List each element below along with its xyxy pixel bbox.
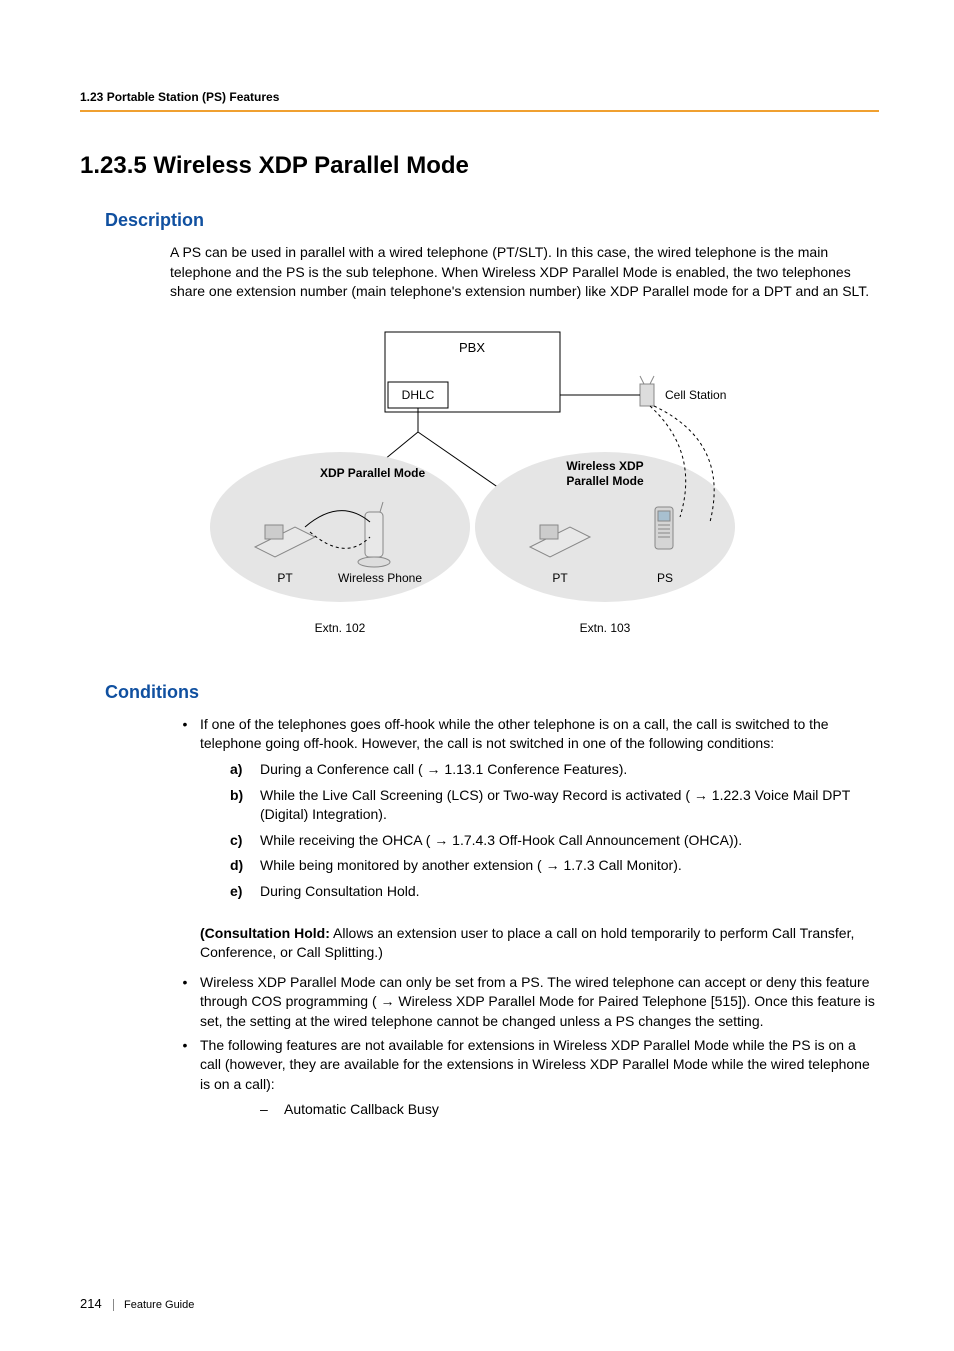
pt-label-left: PT [277, 571, 293, 585]
xdp-mode-label: XDP Parallel Mode [320, 466, 425, 480]
sub-a-text: During a Conference call ( → 1.13.1 Conf… [260, 760, 627, 780]
wireless-phone-label: Wireless Phone [337, 571, 421, 585]
condition-bullet-1: If one of the telephones goes off-hook w… [200, 716, 829, 752]
sub-b-text: While the Live Call Screening (LCS) or T… [260, 786, 879, 825]
condition-bullet-2: Wireless XDP Parallel Mode can only be s… [200, 973, 879, 1032]
bullet-icon: • [170, 715, 200, 908]
header-section-ref: 1.23 Portable Station (PS) Features [80, 90, 879, 112]
dash-icon: – [260, 1100, 284, 1120]
bullet-icon: • [170, 1036, 200, 1124]
bullet-icon: • [170, 973, 200, 1032]
sub-c-text: While receiving the OHCA ( → 1.7.4.3 Off… [260, 831, 742, 851]
ps-label: PS [656, 571, 672, 585]
dash-item-1: Automatic Callback Busy [284, 1100, 439, 1120]
sub-letter-d: d) [230, 856, 260, 876]
diagram: PBX DHLC Cell Station XDP Parallel Mode … [80, 322, 879, 652]
sub-e-text: During Consultation Hold. [260, 882, 420, 902]
sub-letter-a: a) [230, 760, 260, 780]
pt-label-right: PT [552, 571, 568, 585]
cell-station-label: Cell Station [665, 388, 726, 402]
sub-letter-c: c) [230, 831, 260, 851]
consultation-bold: (Consultation Hold: [200, 925, 330, 941]
consultation-note: (Consultation Hold: Allows an extension … [200, 924, 879, 963]
page-number: 214 [80, 1296, 102, 1311]
section-title: 1.23.5 Wireless XDP Parallel Mode [80, 152, 879, 180]
description-text: A PS can be used in parallel with a wire… [170, 243, 879, 302]
page-footer: 214 Feature Guide [80, 1296, 194, 1311]
sub-letter-b: b) [230, 786, 260, 825]
footer-guide: Feature Guide [113, 1299, 194, 1311]
extn-right: Extn. 103 [579, 621, 630, 635]
sub-letter-e: e) [230, 882, 260, 902]
sub-d-text: While being monitored by another extensi… [260, 856, 682, 876]
wireless-xdp-label-l2: Parallel Mode [566, 474, 644, 488]
extn-left: Extn. 102 [314, 621, 365, 635]
wireless-xdp-label-l1: Wireless XDP [566, 459, 643, 473]
conditions-heading: Conditions [105, 682, 879, 703]
pbx-label: PBX [458, 340, 484, 355]
description-heading: Description [105, 210, 879, 231]
condition-bullet-3: The following features are not available… [200, 1037, 870, 1092]
dhlc-label: DHLC [401, 388, 434, 402]
